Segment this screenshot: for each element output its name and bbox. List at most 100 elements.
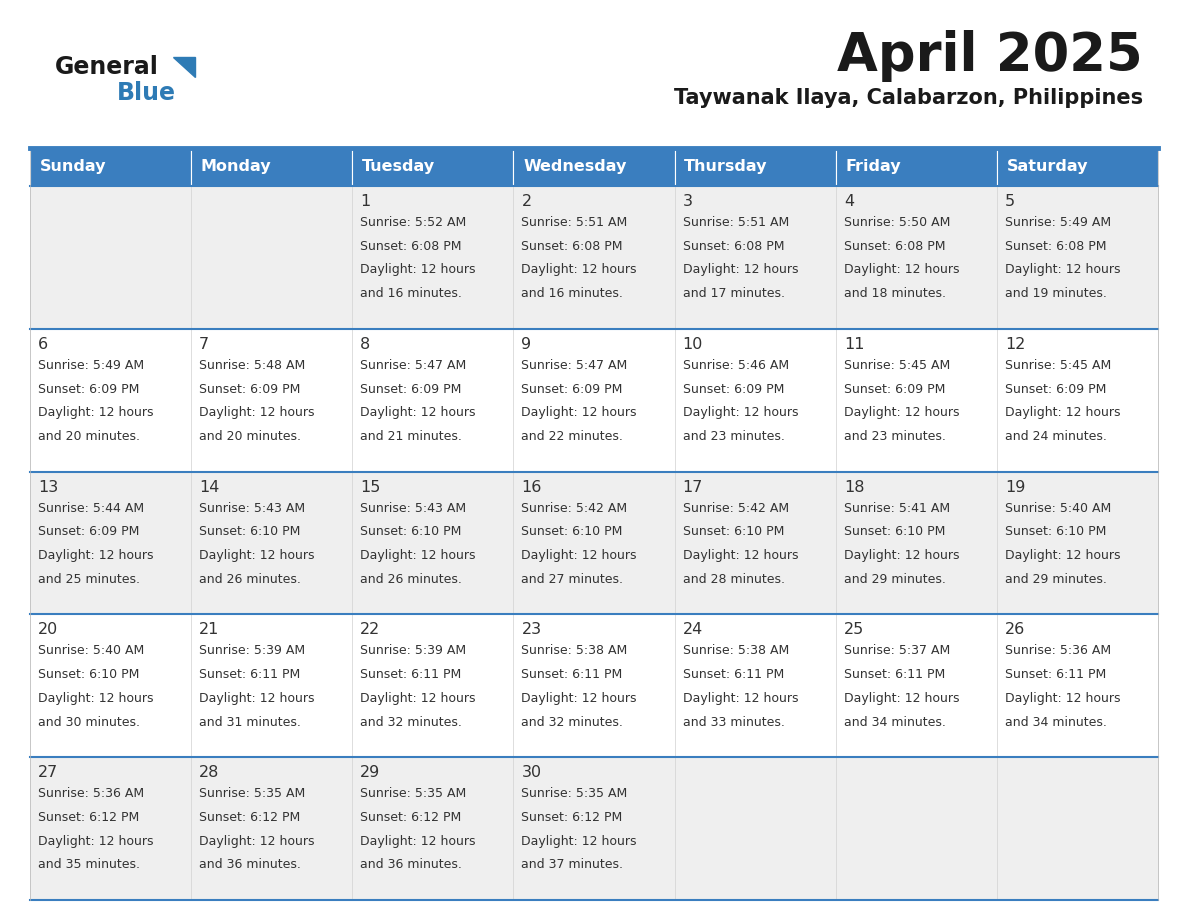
Text: Daylight: 12 hours: Daylight: 12 hours: [38, 549, 153, 562]
Bar: [835, 614, 997, 757]
Bar: [30, 148, 191, 186]
Text: Daylight: 12 hours: Daylight: 12 hours: [38, 407, 153, 420]
Text: Sunrise: 5:38 AM: Sunrise: 5:38 AM: [683, 644, 789, 657]
Text: Daylight: 12 hours: Daylight: 12 hours: [1005, 549, 1120, 562]
Bar: [513, 757, 675, 900]
Text: Daylight: 12 hours: Daylight: 12 hours: [200, 692, 315, 705]
Bar: [353, 757, 513, 900]
Bar: [997, 757, 1158, 900]
Text: Sunrise: 5:48 AM: Sunrise: 5:48 AM: [200, 359, 305, 372]
Bar: [30, 329, 191, 472]
Text: 25: 25: [843, 622, 864, 637]
Bar: [353, 472, 513, 614]
Text: Daylight: 12 hours: Daylight: 12 hours: [683, 263, 798, 276]
Text: and 20 minutes.: and 20 minutes.: [38, 430, 140, 443]
Text: Sunrise: 5:47 AM: Sunrise: 5:47 AM: [360, 359, 467, 372]
Text: and 28 minutes.: and 28 minutes.: [683, 573, 784, 586]
Text: Sunset: 6:11 PM: Sunset: 6:11 PM: [522, 668, 623, 681]
Text: Sunset: 6:12 PM: Sunset: 6:12 PM: [360, 811, 462, 824]
Text: Daylight: 12 hours: Daylight: 12 hours: [522, 407, 637, 420]
Text: Sunset: 6:11 PM: Sunset: 6:11 PM: [360, 668, 462, 681]
Text: Daylight: 12 hours: Daylight: 12 hours: [843, 407, 959, 420]
Text: 3: 3: [683, 194, 693, 209]
Text: April 2025: April 2025: [838, 30, 1143, 82]
Text: Sunrise: 5:51 AM: Sunrise: 5:51 AM: [683, 216, 789, 229]
Text: Daylight: 12 hours: Daylight: 12 hours: [200, 549, 315, 562]
Text: Sunset: 6:09 PM: Sunset: 6:09 PM: [38, 525, 139, 538]
Text: Sunset: 6:11 PM: Sunset: 6:11 PM: [843, 668, 944, 681]
Text: 14: 14: [200, 479, 220, 495]
Text: and 37 minutes.: and 37 minutes.: [522, 858, 624, 871]
Text: Sunrise: 5:39 AM: Sunrise: 5:39 AM: [360, 644, 467, 657]
Text: 19: 19: [1005, 479, 1025, 495]
Text: and 36 minutes.: and 36 minutes.: [360, 858, 462, 871]
Text: 5: 5: [1005, 194, 1015, 209]
Bar: [675, 148, 835, 186]
Bar: [191, 148, 353, 186]
Text: 26: 26: [1005, 622, 1025, 637]
Bar: [675, 757, 835, 900]
Text: and 18 minutes.: and 18 minutes.: [843, 287, 946, 300]
Text: and 30 minutes.: and 30 minutes.: [38, 716, 140, 729]
Bar: [675, 329, 835, 472]
Text: General: General: [55, 55, 159, 79]
Bar: [30, 757, 191, 900]
Bar: [191, 329, 353, 472]
Bar: [191, 757, 353, 900]
Polygon shape: [173, 57, 195, 77]
Text: Sunrise: 5:36 AM: Sunrise: 5:36 AM: [1005, 644, 1111, 657]
Text: and 27 minutes.: and 27 minutes.: [522, 573, 624, 586]
Text: 23: 23: [522, 622, 542, 637]
Text: Sunrise: 5:43 AM: Sunrise: 5:43 AM: [200, 501, 305, 515]
Text: and 31 minutes.: and 31 minutes.: [200, 716, 301, 729]
Text: and 24 minutes.: and 24 minutes.: [1005, 430, 1107, 443]
Text: Sunset: 6:11 PM: Sunset: 6:11 PM: [1005, 668, 1106, 681]
Bar: [353, 329, 513, 472]
Text: 8: 8: [360, 337, 371, 352]
Text: Sunset: 6:09 PM: Sunset: 6:09 PM: [843, 383, 946, 396]
Bar: [997, 472, 1158, 614]
Bar: [191, 614, 353, 757]
Text: Sunset: 6:10 PM: Sunset: 6:10 PM: [522, 525, 623, 538]
Text: Daylight: 12 hours: Daylight: 12 hours: [360, 692, 476, 705]
Text: Sunrise: 5:43 AM: Sunrise: 5:43 AM: [360, 501, 467, 515]
Bar: [835, 757, 997, 900]
Bar: [997, 614, 1158, 757]
Text: 29: 29: [360, 766, 380, 780]
Text: Wednesday: Wednesday: [523, 160, 626, 174]
Text: Sunrise: 5:42 AM: Sunrise: 5:42 AM: [522, 501, 627, 515]
Text: Sunset: 6:09 PM: Sunset: 6:09 PM: [1005, 383, 1106, 396]
Text: 18: 18: [843, 479, 865, 495]
Text: Daylight: 12 hours: Daylight: 12 hours: [360, 834, 476, 847]
Text: Saturday: Saturday: [1006, 160, 1088, 174]
Text: Sunrise: 5:45 AM: Sunrise: 5:45 AM: [1005, 359, 1111, 372]
Bar: [513, 472, 675, 614]
Text: Sunrise: 5:44 AM: Sunrise: 5:44 AM: [38, 501, 144, 515]
Text: Sunset: 6:10 PM: Sunset: 6:10 PM: [683, 525, 784, 538]
Text: Sunset: 6:12 PM: Sunset: 6:12 PM: [522, 811, 623, 824]
Text: Sunrise: 5:37 AM: Sunrise: 5:37 AM: [843, 644, 950, 657]
Text: Sunset: 6:08 PM: Sunset: 6:08 PM: [1005, 240, 1106, 252]
Text: Daylight: 12 hours: Daylight: 12 hours: [1005, 692, 1120, 705]
Text: and 26 minutes.: and 26 minutes.: [360, 573, 462, 586]
Text: Sunrise: 5:42 AM: Sunrise: 5:42 AM: [683, 501, 789, 515]
Text: and 16 minutes.: and 16 minutes.: [522, 287, 624, 300]
Text: and 32 minutes.: and 32 minutes.: [522, 716, 624, 729]
Bar: [835, 472, 997, 614]
Text: and 35 minutes.: and 35 minutes.: [38, 858, 140, 871]
Text: Daylight: 12 hours: Daylight: 12 hours: [360, 549, 476, 562]
Bar: [191, 472, 353, 614]
Text: and 32 minutes.: and 32 minutes.: [360, 716, 462, 729]
Bar: [353, 614, 513, 757]
Text: Sunset: 6:11 PM: Sunset: 6:11 PM: [200, 668, 301, 681]
Text: Daylight: 12 hours: Daylight: 12 hours: [683, 407, 798, 420]
Text: 20: 20: [38, 622, 58, 637]
Text: Sunrise: 5:50 AM: Sunrise: 5:50 AM: [843, 216, 950, 229]
Text: 28: 28: [200, 766, 220, 780]
Text: Sunrise: 5:46 AM: Sunrise: 5:46 AM: [683, 359, 789, 372]
Bar: [675, 186, 835, 329]
Text: 16: 16: [522, 479, 542, 495]
Text: and 33 minutes.: and 33 minutes.: [683, 716, 784, 729]
Text: Sunset: 6:11 PM: Sunset: 6:11 PM: [683, 668, 784, 681]
Text: 7: 7: [200, 337, 209, 352]
